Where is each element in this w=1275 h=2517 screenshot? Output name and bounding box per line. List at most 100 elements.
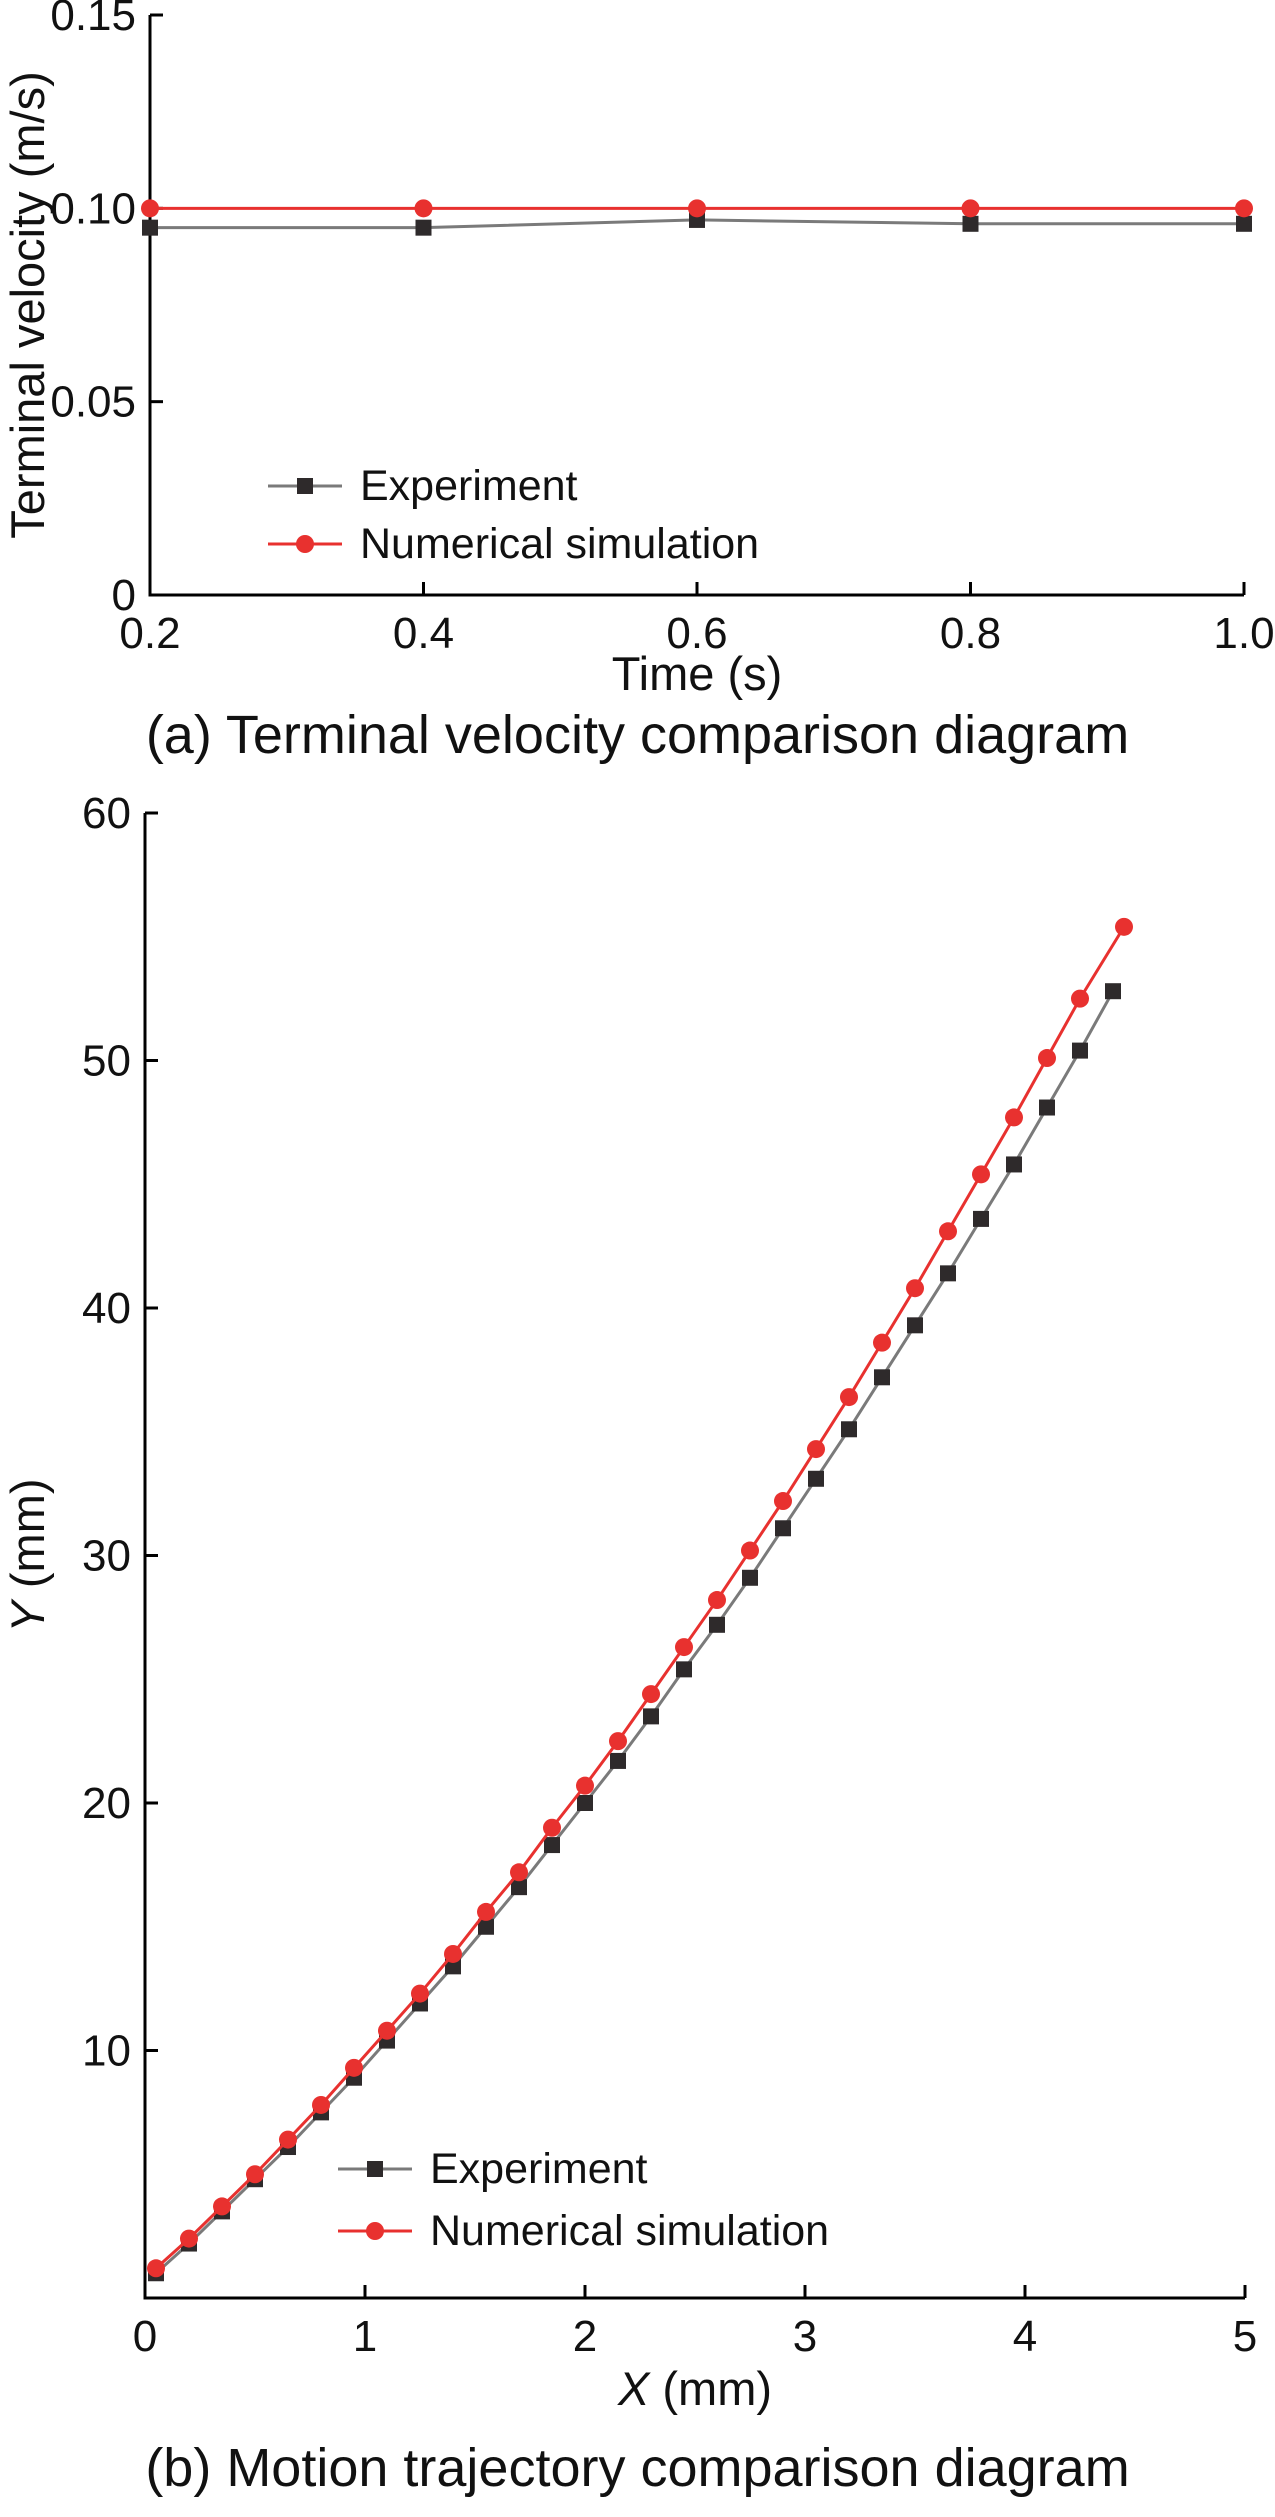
circle-marker [675,1638,693,1657]
circle-marker [477,1903,495,1922]
circle-marker [840,1388,858,1407]
x-tick-label: 2 [573,2312,597,2361]
series-numerical-simulation [141,199,1253,218]
square-marker [367,2161,383,2178]
square-marker [142,219,158,236]
y-tick-label: 0.05 [50,378,136,427]
square-marker [511,1879,527,1896]
x-tick-label: 1.0 [1213,609,1274,658]
circle-marker [345,2059,363,2078]
y-tick-label: 0.10 [50,184,136,233]
x-tick-label: 0.4 [393,609,454,658]
x-tick-label: 5 [1233,2312,1257,2361]
square-marker [742,1570,758,1587]
circle-marker [906,1279,924,1298]
square-marker [907,1317,923,1334]
square-marker [709,1617,725,1634]
series-numerical-simulation [147,918,1133,2278]
chart-b-trajectory: 0 1 2 3 4 5 10 20 30 40 50 60 X (mm) Y (mm) Experiment… [0,783,1275,2498]
circle-marker [873,1334,891,1353]
terminal-velocity-chart: 0.2 0.4 0.6 0.8 1.0 0 0.05 0.10 0.15 Time (s) Term… [1,0,1275,700]
trajectory-chart: 0 1 2 3 4 5 10 20 30 40 50 60 X (mm) Y (mm) Experiment… [1,789,1257,2415]
circle-marker [543,1819,561,1838]
caption-b: (b) Motion trajectory comparison diagram [145,2438,1130,2499]
square-marker [775,1520,791,1537]
x-tick-label: 4 [1013,2312,1037,2361]
caption-a: (a) Terminal velocity comparison diagram [145,705,1130,765]
square-marker [478,1919,494,1936]
circle-marker [411,1984,429,2003]
square-marker [1006,1156,1022,1173]
y-tick-label: 60 [82,789,131,838]
y-axis-label: Terminal velocity (m/s) [1,71,54,538]
circle-marker [213,2197,231,2216]
x-tick-label: 0.6 [666,609,727,658]
circle-marker [1038,1049,1056,1068]
square-marker [808,1471,824,1488]
circle-marker [774,1492,792,1511]
circle-marker [576,1777,594,1796]
square-marker [676,1661,692,1678]
circle-marker [708,1591,726,1610]
circle-marker [180,2229,198,2248]
y-tick-label: 40 [82,1284,131,1333]
circle-marker [642,1685,660,1704]
square-marker [1072,1042,1088,1059]
square-marker [962,215,979,232]
x-tick-label: 0.2 [119,609,180,658]
circle-marker [296,535,314,553]
axes [143,811,1247,2300]
axes [148,13,1246,597]
legend-label: Experiment [430,2145,648,2193]
square-marker [610,1753,626,1770]
circle-marker [312,2096,330,2115]
circle-marker [1005,1108,1023,1127]
y-tick-label: 0.15 [50,0,136,40]
legend-label: Numerical simulation [430,2207,829,2255]
circle-marker [741,1541,759,1560]
circle-marker [807,1440,825,1459]
legend: Experiment Numerical simulation [338,2145,829,2255]
circle-marker [688,199,706,218]
x-axis-label: Time (s) [612,647,783,700]
circle-marker [510,1863,528,1882]
chart-a-terminal-velocity: 0.2 0.4 0.6 0.8 1.0 0 0.05 0.10 0.15 Time (s) Term… [0,0,1275,765]
circle-marker [961,199,980,218]
square-marker [973,1211,989,1228]
circle-marker [972,1165,990,1184]
legend-label: Numerical simulation [360,520,759,568]
circle-marker [141,199,159,218]
circle-marker [609,1732,627,1751]
circle-marker [414,199,433,218]
square-marker [544,1837,560,1854]
square-marker [874,1369,890,1386]
square-marker [577,1795,593,1812]
square-marker [415,219,432,236]
square-marker [841,1421,857,1438]
legend-label: Experiment [360,462,578,510]
circle-marker [147,2259,165,2278]
circle-marker [246,2165,264,2184]
circle-marker [444,1945,462,1964]
square-marker [297,478,313,494]
legend: Experiment Numerical simulation [268,462,759,568]
circle-marker [378,2022,396,2041]
square-marker [1236,215,1252,232]
circle-marker [939,1222,957,1241]
y-tick-label: 10 [82,2027,131,2076]
x-axis-label: X (mm) [617,2362,772,2415]
y-tick-label: 30 [82,1532,131,1581]
series-line [154,990,1115,2275]
x-tick-label: 0.8 [940,609,1001,658]
x-tick-label: 3 [793,2312,817,2361]
square-marker [1105,983,1121,1000]
circle-marker [366,2222,384,2241]
x-tick-label: 0 [133,2312,157,2361]
square-marker [445,1958,461,1975]
square-marker [1039,1099,1055,1116]
x-tick-label: 1 [353,2312,377,2361]
circle-marker [1071,990,1089,1009]
circle-marker [279,2130,297,2149]
y-tick-label: 50 [82,1037,131,1086]
